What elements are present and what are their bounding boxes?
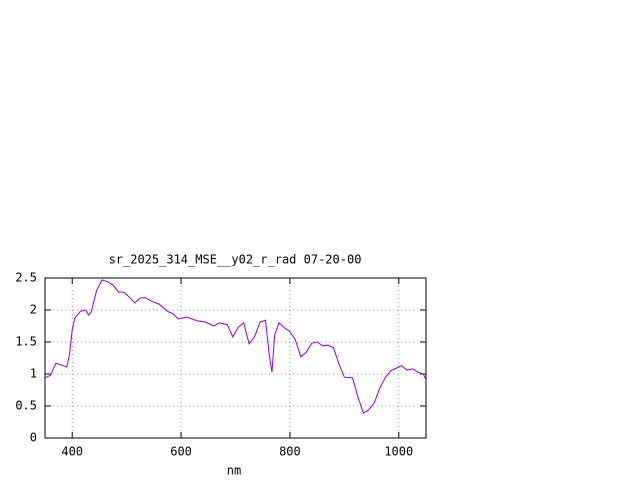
plot-border [44, 277, 427, 439]
data-line [44, 279, 427, 414]
y-tick-label: 2 [30, 303, 37, 317]
x-axis-label: nm [227, 464, 241, 478]
chart-title: sr_2025_314_MSE__y02_r_rad 07-20-00 [109, 253, 362, 267]
x-tick-label: 400 [61, 445, 83, 459]
x-tick-label: 600 [170, 445, 192, 459]
y-tick-label: 2.5 [15, 271, 37, 285]
y-tick-label: 1 [30, 367, 37, 381]
x-tick-label: 800 [279, 445, 301, 459]
y-tick-label: 0 [30, 431, 37, 445]
x-tick-label: 1000 [384, 445, 413, 459]
y-tick-label: 0.5 [15, 399, 37, 413]
y-tick-label: 1.5 [15, 335, 37, 349]
